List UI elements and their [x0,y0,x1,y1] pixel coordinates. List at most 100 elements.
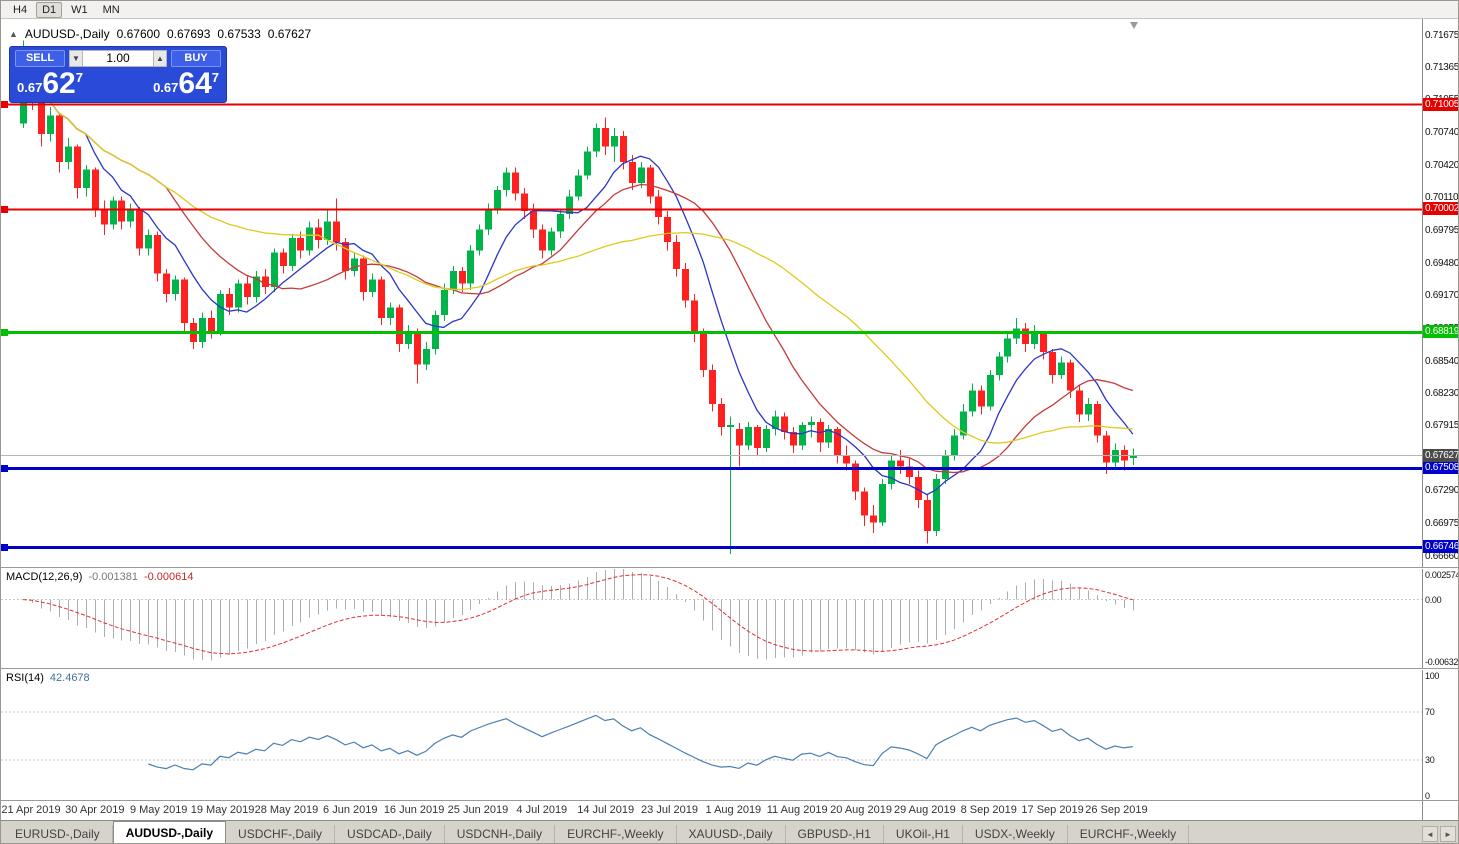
tab-usdcnh-daily[interactable]: USDCNH-,Daily [445,825,556,843]
tab-eurchf-weekly[interactable]: EURCHF-,Weekly [1068,825,1190,843]
macd-axis-label: -0.006326 [1425,657,1459,667]
price-tick: 0.68230 [1425,387,1459,399]
candle [199,317,206,342]
date-label: 29 Aug 2019 [893,804,956,816]
price-tick: 0.71675 [1425,29,1459,41]
candle [360,258,367,292]
candle [718,404,725,428]
candle [602,127,609,147]
candle [244,283,251,298]
candle [969,390,976,412]
price-tick: 0.70110 [1425,192,1459,204]
line-handle[interactable] [1,329,8,336]
line-handle[interactable] [1,544,8,551]
candle [843,456,850,464]
tab-eurchf-weekly[interactable]: EURCHF-,Weekly [555,825,677,843]
sell-button[interactable]: SELL [15,50,65,67]
tab-scroll-left-icon[interactable]: ◄ [1422,826,1438,842]
tab-usdcad-daily[interactable]: USDCAD-,Daily [335,825,445,843]
tab-scroll-right-icon[interactable]: ► [1440,826,1456,842]
timeframe-button-w1[interactable]: W1 [71,3,88,16]
price-tick: 0.67915 [1425,420,1459,432]
timeframe-button-h4[interactable]: H4 [13,3,28,16]
candle [1031,333,1038,344]
tab-audusd-daily[interactable]: AUDUSD-,Daily [112,821,227,843]
line-handle[interactable] [1,101,8,108]
candle [217,294,224,332]
candle [548,231,555,251]
candle [208,317,215,332]
date-label: 4 Jul 2019 [516,804,568,816]
candle [557,214,564,232]
macd-chart[interactable] [1,569,1422,669]
timeframe-button-d1[interactable]: D1 [36,1,63,18]
volume-increase-button[interactable]: ▲ [153,50,167,67]
candle [172,279,179,295]
candlestick-chart[interactable] [1,19,1422,567]
candle [870,515,877,523]
candle [306,227,313,251]
tab-gbpusd-h1[interactable]: GBPUSD-,H1 [786,825,884,843]
candle [423,349,430,365]
price-axis[interactable]: 0.716750.713650.710550.707400.704200.701… [1422,19,1459,567]
candle [987,375,994,407]
line-handle[interactable] [1,465,8,472]
candle [1049,352,1056,376]
rsi-axis-label: 100 [1425,671,1440,681]
date-label: 14 Jul 2019 [577,804,635,816]
tab-xauusd-daily[interactable]: XAUUSD-,Daily [677,825,786,843]
candle [467,250,474,284]
rsi-value: 42.4678 [49,672,90,684]
candle [1085,404,1092,415]
time-axis[interactable]: 21 Apr 2019 30 Apr 2019 9 May 2019 19 May 2… [1,800,1458,820]
candle [996,356,1003,376]
candle [414,331,421,365]
date-label: 17 Sep 2019 [1021,804,1084,816]
price-tick: 0.69170 [1425,290,1459,302]
volume-input[interactable]: 1.00 [83,50,153,67]
ma-line-17 [22,54,1133,474]
ohlc-open: 0.67600 [116,27,160,41]
candle [387,307,394,318]
candle [56,115,63,163]
candle [825,429,832,443]
tab-eurusd-daily[interactable]: EURUSD-,Daily [3,825,113,843]
candle [808,421,815,425]
candle [682,269,689,301]
candle [530,210,537,230]
candle [1067,362,1074,391]
level-price-label: 0.71005 [1423,97,1459,111]
candle [584,151,591,176]
candle [960,411,967,436]
tab-ukoil-h1[interactable]: UKOil-,H1 [884,825,963,843]
macd-name: MACD(12,26,9) [6,571,83,583]
line-handle[interactable] [1,206,8,213]
candle [74,146,81,189]
candle [673,242,680,270]
level-price-label: 0.70002 [1423,202,1459,216]
candle [888,460,895,485]
buy-button[interactable]: BUY [171,50,221,67]
price-tick: 0.69795 [1425,225,1459,237]
candle [396,307,403,344]
candle [262,276,269,287]
candle [611,136,618,147]
timeframe-button-mn[interactable]: MN [102,3,120,16]
date-label: 11 Aug 2019 [766,804,828,816]
macd-signal-line [22,574,1133,655]
tab-usdchf-daily[interactable]: USDCHF-,Daily [226,825,336,843]
candle [378,279,385,318]
date-label: 8 Sep 2019 [960,804,1017,816]
candle [790,432,797,446]
one-click-toggle-icon[interactable]: ▲ [9,29,18,39]
rsi-chart[interactable] [1,670,1422,801]
date-label: 21 Apr 2019 [1,804,61,816]
candle [369,279,376,292]
candle [333,221,340,243]
chart-shift-marker-icon[interactable] [1130,22,1138,29]
tab-usdx-weekly[interactable]: USDX-,Weekly [963,825,1068,843]
volume-decrease-button[interactable]: ▼ [69,50,83,67]
chart-ohlc-header: ▲ AUDUSD-,Daily 0.67600 0.67693 0.67533 … [9,27,311,41]
candle [521,193,528,211]
candle [763,429,770,448]
